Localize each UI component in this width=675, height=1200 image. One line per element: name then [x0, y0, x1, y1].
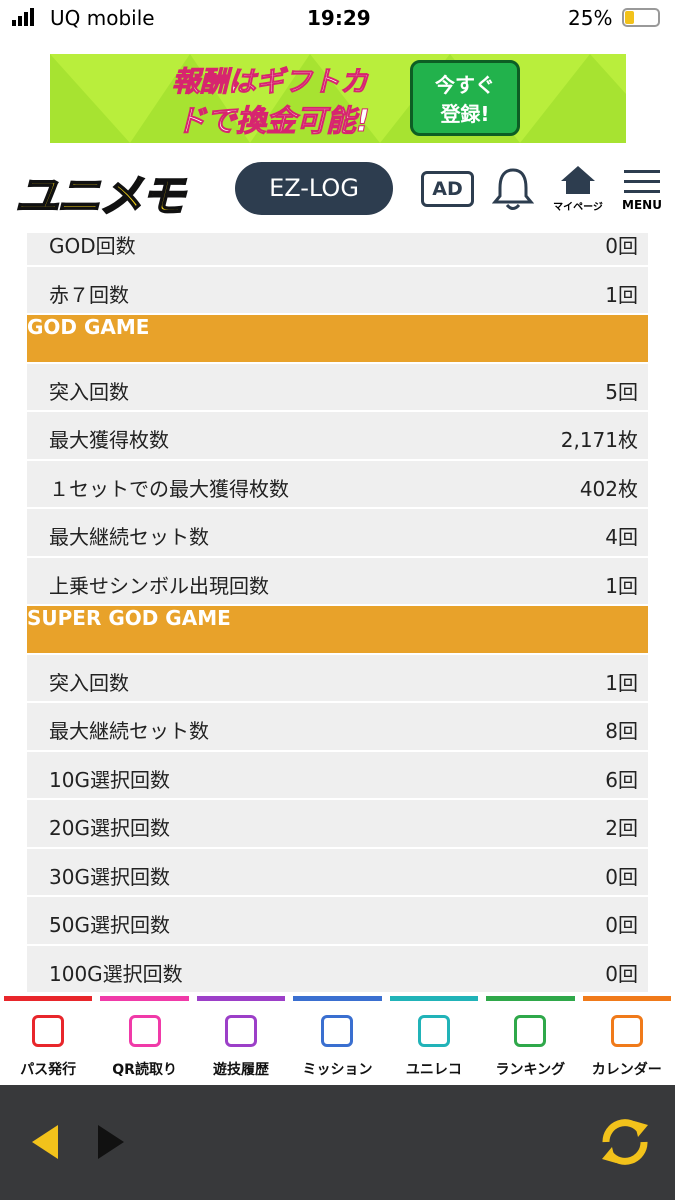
stat-value: 0回 — [605, 913, 638, 937]
carrier: UQ mobile — [50, 6, 155, 30]
back-button[interactable] — [30, 1125, 60, 1159]
menu-button[interactable]: MENU — [620, 170, 664, 212]
nav-item[interactable]: ユニレコ — [386, 1001, 482, 1085]
nav-icon — [225, 1015, 258, 1047]
stat-value: 2,171枚 — [560, 428, 638, 452]
ad-button[interactable]: 今すぐ 登録! — [410, 60, 520, 136]
stat-value: 8回 — [605, 719, 638, 743]
stat-value: 2回 — [605, 816, 638, 840]
stat-value: 6回 — [605, 767, 638, 792]
stat-value: 1回 — [605, 282, 638, 307]
stat-row: 30G選択回数 0回 — [27, 848, 648, 895]
menu-label: MENU — [622, 198, 662, 212]
nav-item[interactable]: パス発行 — [0, 1001, 96, 1085]
mypage-label: マイページ — [553, 202, 603, 213]
stat-value: 5回 — [605, 379, 638, 404]
ad-banner[interactable]: 報酬はギフトカ ドで換金可能! 今すぐ 登録! — [50, 54, 626, 143]
stat-row: 10G選択回数 6回 — [27, 751, 648, 798]
signal-icon — [12, 8, 42, 26]
nav-accent — [4, 996, 93, 1001]
stat-label: 50G選択回数 — [49, 913, 170, 937]
stat-row: 100G選択回数 0回 — [27, 945, 648, 992]
ad-button-text: 登録! — [440, 102, 490, 126]
stat-label: 20G選択回数 — [49, 816, 170, 840]
nav-label: ユニレコ — [405, 1062, 462, 1078]
nav-label: 遊技履歴 — [213, 1062, 270, 1078]
logo[interactable]: ユニメモ — [14, 170, 186, 223]
stat-value: 0回 — [605, 864, 638, 889]
nav-icon — [128, 1015, 161, 1047]
stat-value: 4回 — [605, 525, 638, 549]
nav-accent — [389, 996, 479, 1001]
stat-row: 20G選択回数 2回 — [27, 800, 648, 847]
stat-label: 赤７回数 — [49, 282, 129, 307]
nav-label: パス発行 — [20, 1062, 77, 1078]
nav-icon — [32, 1015, 65, 1047]
ad-text: ドで換金可能! — [176, 104, 371, 140]
stat-row: 赤７回数 1回 — [27, 266, 648, 313]
mypage-button[interactable]: マイページ — [553, 166, 603, 213]
stat-row: 最大継続セット数 8回 — [27, 703, 648, 750]
stat-value: 1回 — [605, 670, 638, 695]
nav-item[interactable]: ミッション — [289, 1001, 385, 1085]
nav-item[interactable]: QR読取り — [96, 1001, 192, 1085]
battery-percent: 25% — [568, 6, 613, 30]
stat-label: 100G選択回数 — [49, 961, 183, 986]
forward-button[interactable] — [96, 1125, 126, 1159]
stat-label: 突入回数 — [49, 670, 129, 695]
stat-label: 最大継続セット数 — [49, 525, 209, 549]
section-title: GOD GAME — [27, 315, 150, 339]
stat-label: １セットでの最大獲得枚数 — [49, 476, 289, 501]
stat-row: 最大獲得枚数 2,171枚 — [27, 412, 648, 459]
stat-row: 突入回数 5回 — [27, 363, 648, 410]
time: 19:29 — [307, 6, 371, 30]
nav-icon — [610, 1015, 643, 1047]
top-area: UQ mobile 19:29 25% 報酬はギフトカ ドで換金可能! 今すぐ … — [0, 0, 675, 233]
stat-row: 50G選択回数 0回 — [27, 897, 648, 944]
nav-item[interactable]: 遊技履歴 — [193, 1001, 289, 1085]
ad-button-text: 今すぐ — [435, 73, 495, 97]
ad-text: 報酬はギフトカ — [171, 65, 369, 99]
stat-value: 402枚 — [579, 476, 638, 501]
nav-accent — [582, 996, 671, 1001]
stat-label: 最大継続セット数 — [49, 719, 209, 743]
section-header: SUPER GOD GAME — [27, 606, 648, 653]
ad-icon[interactable]: AD — [421, 171, 474, 207]
stat-value: 0回 — [605, 234, 638, 258]
nav-accent — [100, 996, 189, 1001]
stat-row: 最大継続セット数 4回 — [27, 509, 648, 556]
stat-label: GOD回数 — [49, 234, 136, 258]
section-header: GOD GAME — [27, 315, 648, 362]
nav-label: ミッション — [302, 1062, 373, 1078]
stat-row: １セットでの最大獲得枚数 402枚 — [27, 460, 648, 507]
nav-accent — [293, 996, 382, 1001]
stat-value: 0回 — [605, 961, 638, 986]
nav-label: カレンダー — [591, 1062, 662, 1078]
stat-row: 突入回数 1回 — [27, 654, 648, 701]
reload-button[interactable] — [598, 1115, 652, 1169]
bell-icon[interactable] — [491, 166, 535, 216]
nav-item[interactable]: カレンダー — [579, 1001, 675, 1085]
section-title: SUPER GOD GAME — [27, 606, 231, 630]
nav-icon — [514, 1015, 547, 1047]
nav-accent — [196, 996, 286, 1001]
nav-accent — [486, 996, 575, 1001]
stat-label: 最大獲得枚数 — [49, 428, 169, 452]
nav-label: ランキング — [495, 1062, 566, 1078]
nav-label: QR読取り — [112, 1062, 177, 1078]
nav-icon — [417, 1015, 450, 1047]
stat-label: 突入回数 — [49, 379, 129, 404]
nav-item[interactable]: ランキング — [482, 1001, 578, 1085]
stat-row: 上乗せシンボル出現回数 1回 — [27, 557, 648, 604]
stat-value: 1回 — [605, 573, 638, 598]
stat-label: 30G選択回数 — [49, 864, 170, 889]
browser-toolbar — [0, 1085, 675, 1200]
stat-label: 10G選択回数 — [49, 767, 170, 792]
stat-label: 上乗せシンボル出現回数 — [49, 573, 269, 598]
battery-icon — [622, 8, 660, 27]
nav-icon — [321, 1015, 354, 1047]
ez-log-button[interactable]: EZ-LOG — [235, 162, 393, 215]
